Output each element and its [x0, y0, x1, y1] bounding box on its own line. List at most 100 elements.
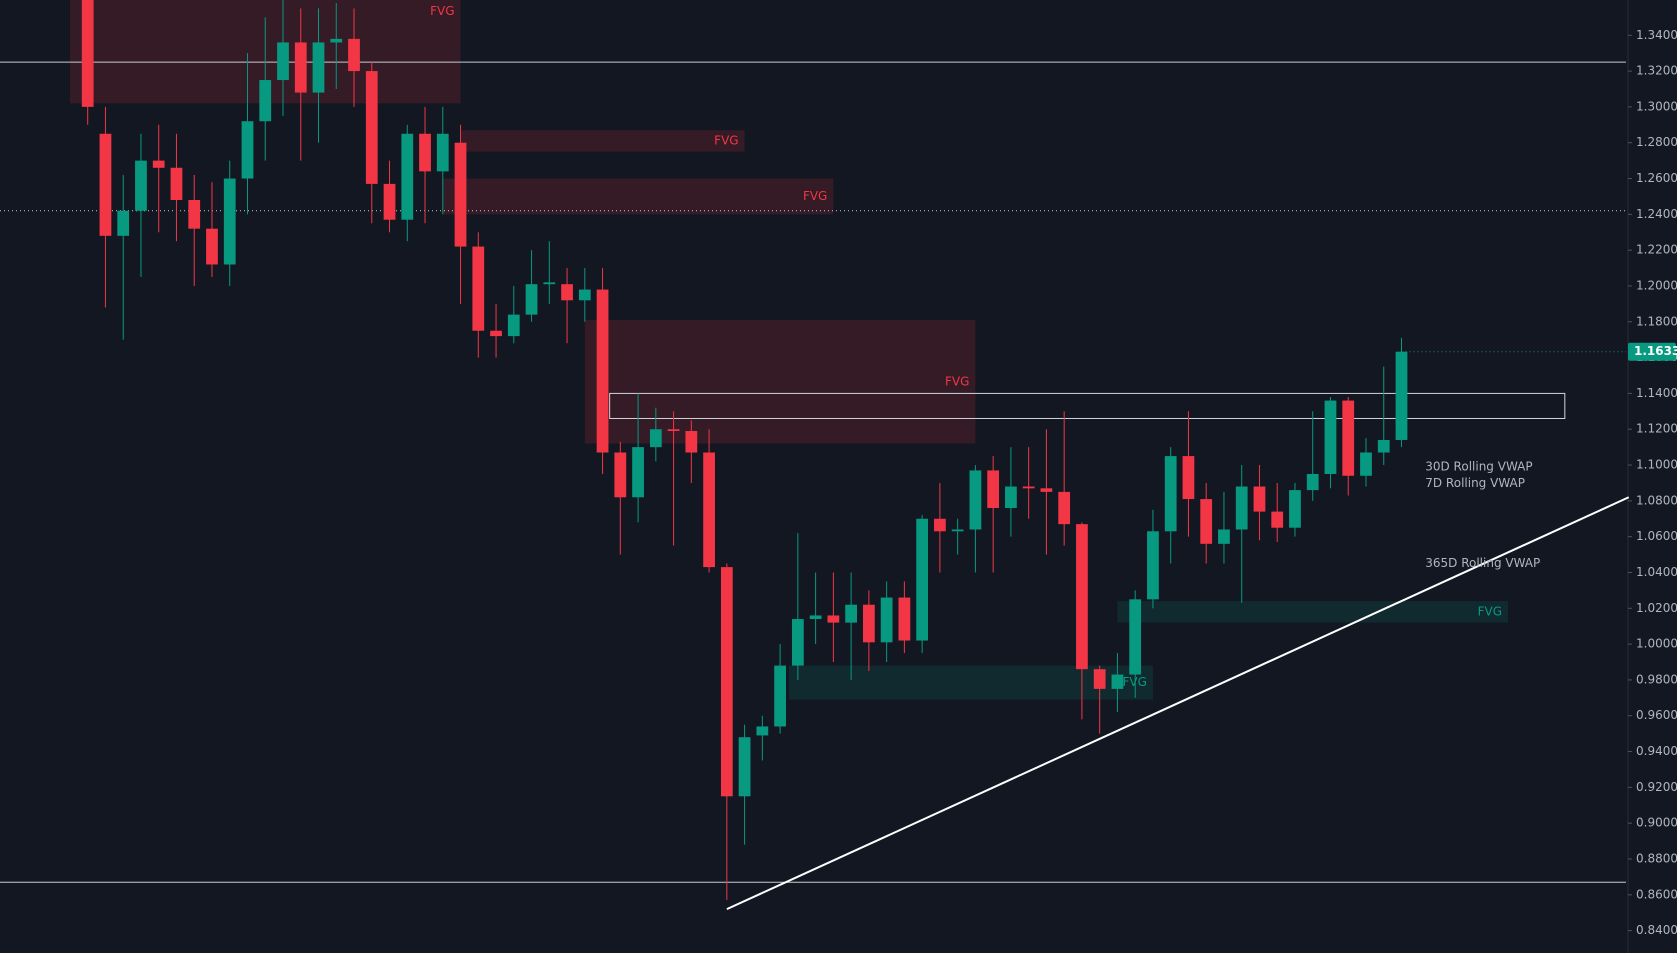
candle-body [277, 42, 289, 81]
candle-body [259, 80, 272, 122]
y-tick-label: 1.3400 [1636, 28, 1677, 42]
y-tick-label: 1.2200 [1636, 243, 1677, 257]
y-tick-label: 1.1400 [1636, 386, 1677, 400]
y-tick-label: 0.9600 [1636, 708, 1677, 722]
candle-body [472, 246, 485, 331]
y-tick-label: 1.0800 [1636, 493, 1677, 507]
range-box [609, 392, 1566, 419]
candle-body [454, 142, 467, 247]
candle-body [383, 183, 396, 220]
y-tick-label: 0.9000 [1636, 816, 1677, 830]
candle-body [738, 737, 751, 797]
y-tick-label: 1.0000 [1636, 637, 1677, 651]
candle-body [1395, 351, 1408, 440]
candle-body [188, 200, 201, 229]
fvg-label: FVG [945, 374, 969, 388]
candle-body [1377, 439, 1390, 453]
candle-body [99, 133, 112, 236]
candle-body [1040, 488, 1053, 492]
candle-body [809, 615, 822, 620]
y-tick-label: 1.1000 [1636, 458, 1677, 472]
candle-body [756, 726, 769, 736]
candle-body [614, 452, 627, 498]
candle-body [135, 160, 147, 211]
fvg-zone [460, 130, 745, 152]
candle-body [1076, 524, 1088, 670]
candle-body [1111, 674, 1124, 689]
candle-body [1253, 486, 1266, 512]
candle-body [827, 615, 840, 623]
candle-body [596, 289, 609, 453]
candle-body [845, 604, 858, 623]
candle-body [667, 429, 680, 432]
candle-body [1005, 486, 1017, 509]
candle-body [206, 228, 218, 265]
candle-body [1289, 490, 1301, 528]
last-price-badge [1628, 342, 1676, 361]
y-tick-label: 1.2000 [1636, 278, 1677, 292]
candle-body [81, 0, 94, 107]
candle-body [1129, 599, 1142, 675]
candle-body [170, 167, 183, 201]
y-tick-label: 1.3000 [1636, 99, 1677, 113]
candle-body [401, 133, 414, 220]
candle-body [525, 284, 538, 315]
candle-body [880, 597, 893, 643]
candle-body [1306, 473, 1319, 491]
fvg-label: FVG [714, 133, 738, 147]
y-tick-label: 0.8800 [1636, 851, 1677, 865]
candle-body [1182, 456, 1195, 500]
y-tick-label: 1.1800 [1636, 314, 1677, 328]
candle-body [294, 42, 307, 93]
candle-body [862, 604, 875, 643]
candle-body [1164, 456, 1177, 532]
candle-body [720, 567, 733, 797]
fvg-zone [442, 178, 834, 215]
candle-body [898, 597, 911, 641]
y-tick-label: 1.3200 [1636, 64, 1677, 78]
candle-body [436, 133, 449, 172]
candle-body [1218, 529, 1230, 544]
candle-body [685, 431, 698, 453]
candle-body [951, 529, 964, 532]
candle-body [987, 470, 1000, 509]
candle-body [490, 330, 502, 337]
candle-body [241, 121, 254, 179]
candle-body [543, 282, 556, 285]
fvg-zone [1117, 601, 1509, 623]
fvg-label: FVG [430, 4, 454, 18]
candle-body [649, 429, 662, 448]
candle-body [791, 619, 804, 666]
candle-body [117, 210, 130, 236]
candle-body [312, 42, 325, 93]
candle-body [1022, 486, 1035, 489]
y-tick-label: 1.0400 [1636, 565, 1677, 579]
candle-body [223, 178, 236, 265]
candle-body [916, 518, 929, 641]
candle-body [365, 71, 378, 184]
y-tick-label: 0.9400 [1636, 744, 1677, 758]
y-tick-label: 1.2600 [1636, 171, 1677, 185]
y-tick-label: 1.2400 [1636, 207, 1677, 221]
candle-body [1200, 499, 1213, 544]
candle-body [1271, 511, 1284, 528]
fvg-label: FVG [1478, 604, 1502, 618]
fvg-label: FVG [803, 189, 827, 203]
y-tick-label: 0.9200 [1636, 780, 1677, 794]
y-tick-label: 0.8400 [1636, 923, 1677, 937]
vwap-label: 365D Rolling VWAP [1425, 556, 1540, 570]
last-price-label: 1.1633 [1634, 344, 1677, 358]
candle-body [419, 133, 431, 172]
candle-body [1235, 486, 1248, 530]
candle-body [1058, 491, 1071, 525]
candle-body [348, 38, 360, 72]
candle-body [1360, 452, 1372, 476]
y-tick-label: 1.0200 [1636, 601, 1677, 615]
y-tick-label: 1.2800 [1636, 135, 1677, 149]
fvg-zone [584, 319, 976, 444]
candle-body [561, 284, 573, 301]
candle-body [774, 665, 786, 727]
vwap-label: 30D Rolling VWAP [1425, 459, 1532, 473]
